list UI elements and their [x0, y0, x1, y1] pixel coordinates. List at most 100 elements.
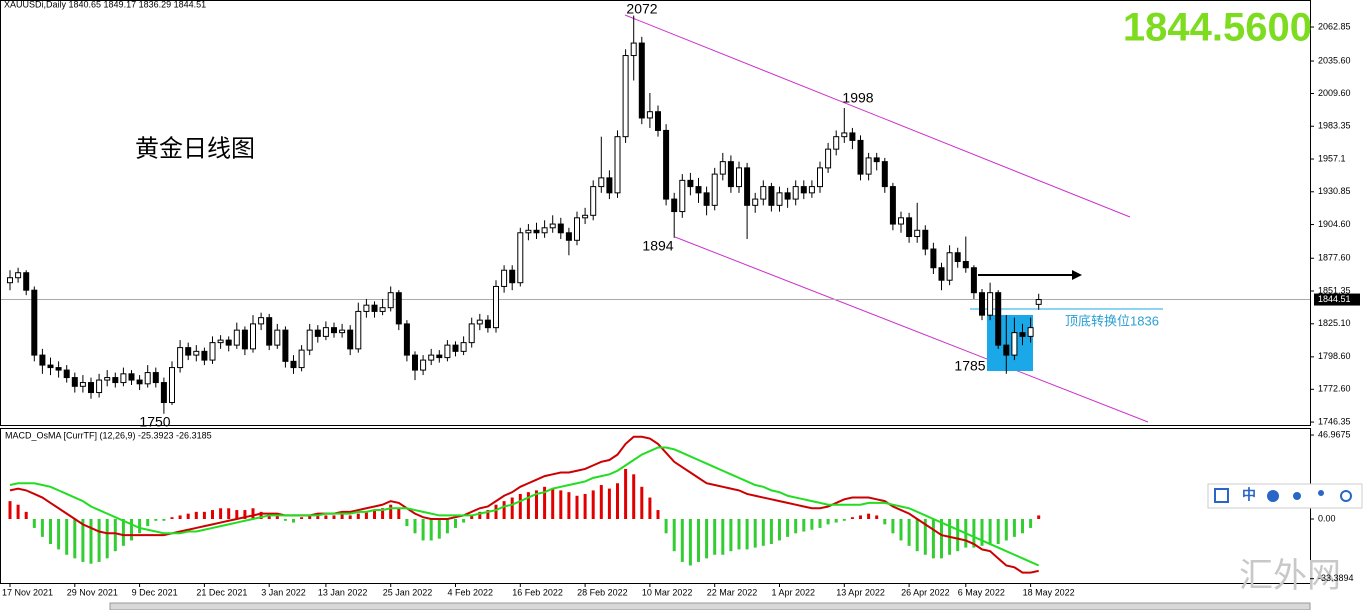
macd-title: MACD_OsMA [CurrTF] (12,26,9) -25.3923 -2… — [5, 430, 212, 440]
candle-body — [727, 161, 734, 188]
osma-bar — [437, 518, 441, 539]
candle-body — [938, 267, 945, 281]
osma-bar — [656, 510, 660, 519]
candle-body — [857, 139, 864, 175]
osma-bar — [373, 510, 376, 519]
y-tick-label: 1957.1 — [1318, 153, 1346, 163]
candle-body — [987, 292, 994, 316]
osma-bar — [1037, 515, 1041, 519]
channel-lower — [674, 236, 1149, 423]
osma-bar — [818, 518, 822, 528]
candle-body — [703, 192, 710, 206]
toolbar-icon[interactable] — [1267, 490, 1279, 502]
annotation: 1750 — [139, 414, 170, 430]
x-tick-label: 1 Apr 2022 — [772, 587, 816, 597]
osma-bar — [1004, 518, 1008, 541]
y-tick-label: 1904.60 — [1318, 219, 1351, 229]
osma-bar — [834, 518, 838, 523]
osma-bar — [259, 511, 263, 519]
annotation: 1998 — [842, 90, 873, 106]
candle-body — [671, 198, 678, 213]
candle-body — [39, 354, 46, 366]
candle-body — [201, 350, 208, 361]
y-tick-label: 2009.60 — [1318, 88, 1351, 98]
candle-body — [185, 347, 192, 356]
annotation: 顶底转换位1836 — [1065, 313, 1159, 328]
x-tick-label: 13 Apr 2022 — [836, 587, 885, 597]
toolbar-icon[interactable] — [1214, 488, 1229, 503]
osma-bar — [688, 518, 692, 566]
osma-bar — [1029, 518, 1033, 528]
candle-body — [403, 323, 410, 356]
osma-bar — [1012, 518, 1016, 537]
osma-bar — [891, 518, 895, 534]
candle-body — [549, 223, 556, 229]
toolbar-icon[interactable] — [1340, 490, 1352, 502]
osma-bar — [842, 518, 846, 521]
candle-body — [347, 329, 354, 350]
y-tick-label: 1825.10 — [1318, 318, 1351, 328]
candle-body — [71, 377, 78, 387]
osma-bar — [826, 518, 830, 525]
candle-body — [687, 179, 694, 188]
candle-body — [331, 327, 337, 334]
scrollbar[interactable] — [109, 602, 1311, 611]
y-tick-label: 1930.85 — [1318, 186, 1351, 196]
osma-bar — [664, 518, 668, 534]
osma-bar — [996, 518, 1000, 545]
candle-body — [679, 179, 686, 213]
candle-body — [217, 339, 224, 344]
candle-body — [574, 217, 580, 241]
osma-bar — [470, 515, 474, 519]
candle-body — [525, 229, 532, 234]
candle-body — [622, 55, 629, 138]
osma-bar — [348, 515, 352, 519]
y-tick-label: -33.3894 — [1318, 573, 1354, 583]
x-tick-label: 26 Apr 2022 — [901, 587, 950, 597]
osma-bar — [324, 515, 328, 519]
toolbar-icon[interactable] — [1318, 490, 1324, 496]
osma-bar — [178, 515, 182, 519]
osma-bar — [81, 518, 85, 562]
candle-body — [160, 382, 167, 404]
osma-bar — [575, 495, 579, 519]
candle-body — [565, 232, 572, 241]
candle-body — [646, 111, 653, 119]
toolbar-lang[interactable]: 中 — [1242, 487, 1256, 503]
y-tick-label: 1746.35 — [1318, 416, 1351, 426]
osma-bar — [567, 492, 571, 519]
osma-bar — [308, 515, 312, 519]
annotation: 1785 — [954, 358, 985, 374]
osma-bar — [907, 518, 911, 546]
osma-bar — [648, 497, 652, 519]
toolbar-icon[interactable] — [1293, 492, 1301, 500]
candle-body — [1035, 299, 1042, 305]
osma-bar — [607, 488, 611, 519]
watermark: 汇外网 — [1239, 556, 1341, 596]
osma-bar — [97, 518, 101, 562]
candle-body — [655, 111, 661, 131]
osma-bar — [915, 518, 919, 552]
candle-body — [800, 186, 807, 194]
annotation: 2072 — [626, 1, 657, 17]
osma-bar — [883, 518, 887, 525]
candle-body — [906, 217, 913, 238]
y-tick-label: 1772.60 — [1318, 384, 1351, 394]
x-tick-label: 25 Jan 2022 — [383, 587, 433, 597]
x-tick-label: 10 Mar 2022 — [642, 587, 693, 597]
candle-body — [120, 373, 127, 384]
osma-bar — [389, 504, 393, 519]
candle-body — [922, 229, 929, 250]
osma-bar — [526, 492, 530, 519]
candle-body — [776, 192, 783, 206]
osma-bar — [16, 504, 20, 519]
candle-body — [79, 382, 86, 387]
osma-bar — [543, 486, 547, 519]
osma-bar — [859, 515, 862, 519]
candle-body — [282, 329, 289, 362]
candle-body — [96, 379, 103, 394]
x-tick-label: 3 Jan 2022 — [261, 587, 306, 597]
x-tick-label: 6 May 2022 — [958, 587, 1005, 597]
candle-body — [711, 173, 718, 206]
